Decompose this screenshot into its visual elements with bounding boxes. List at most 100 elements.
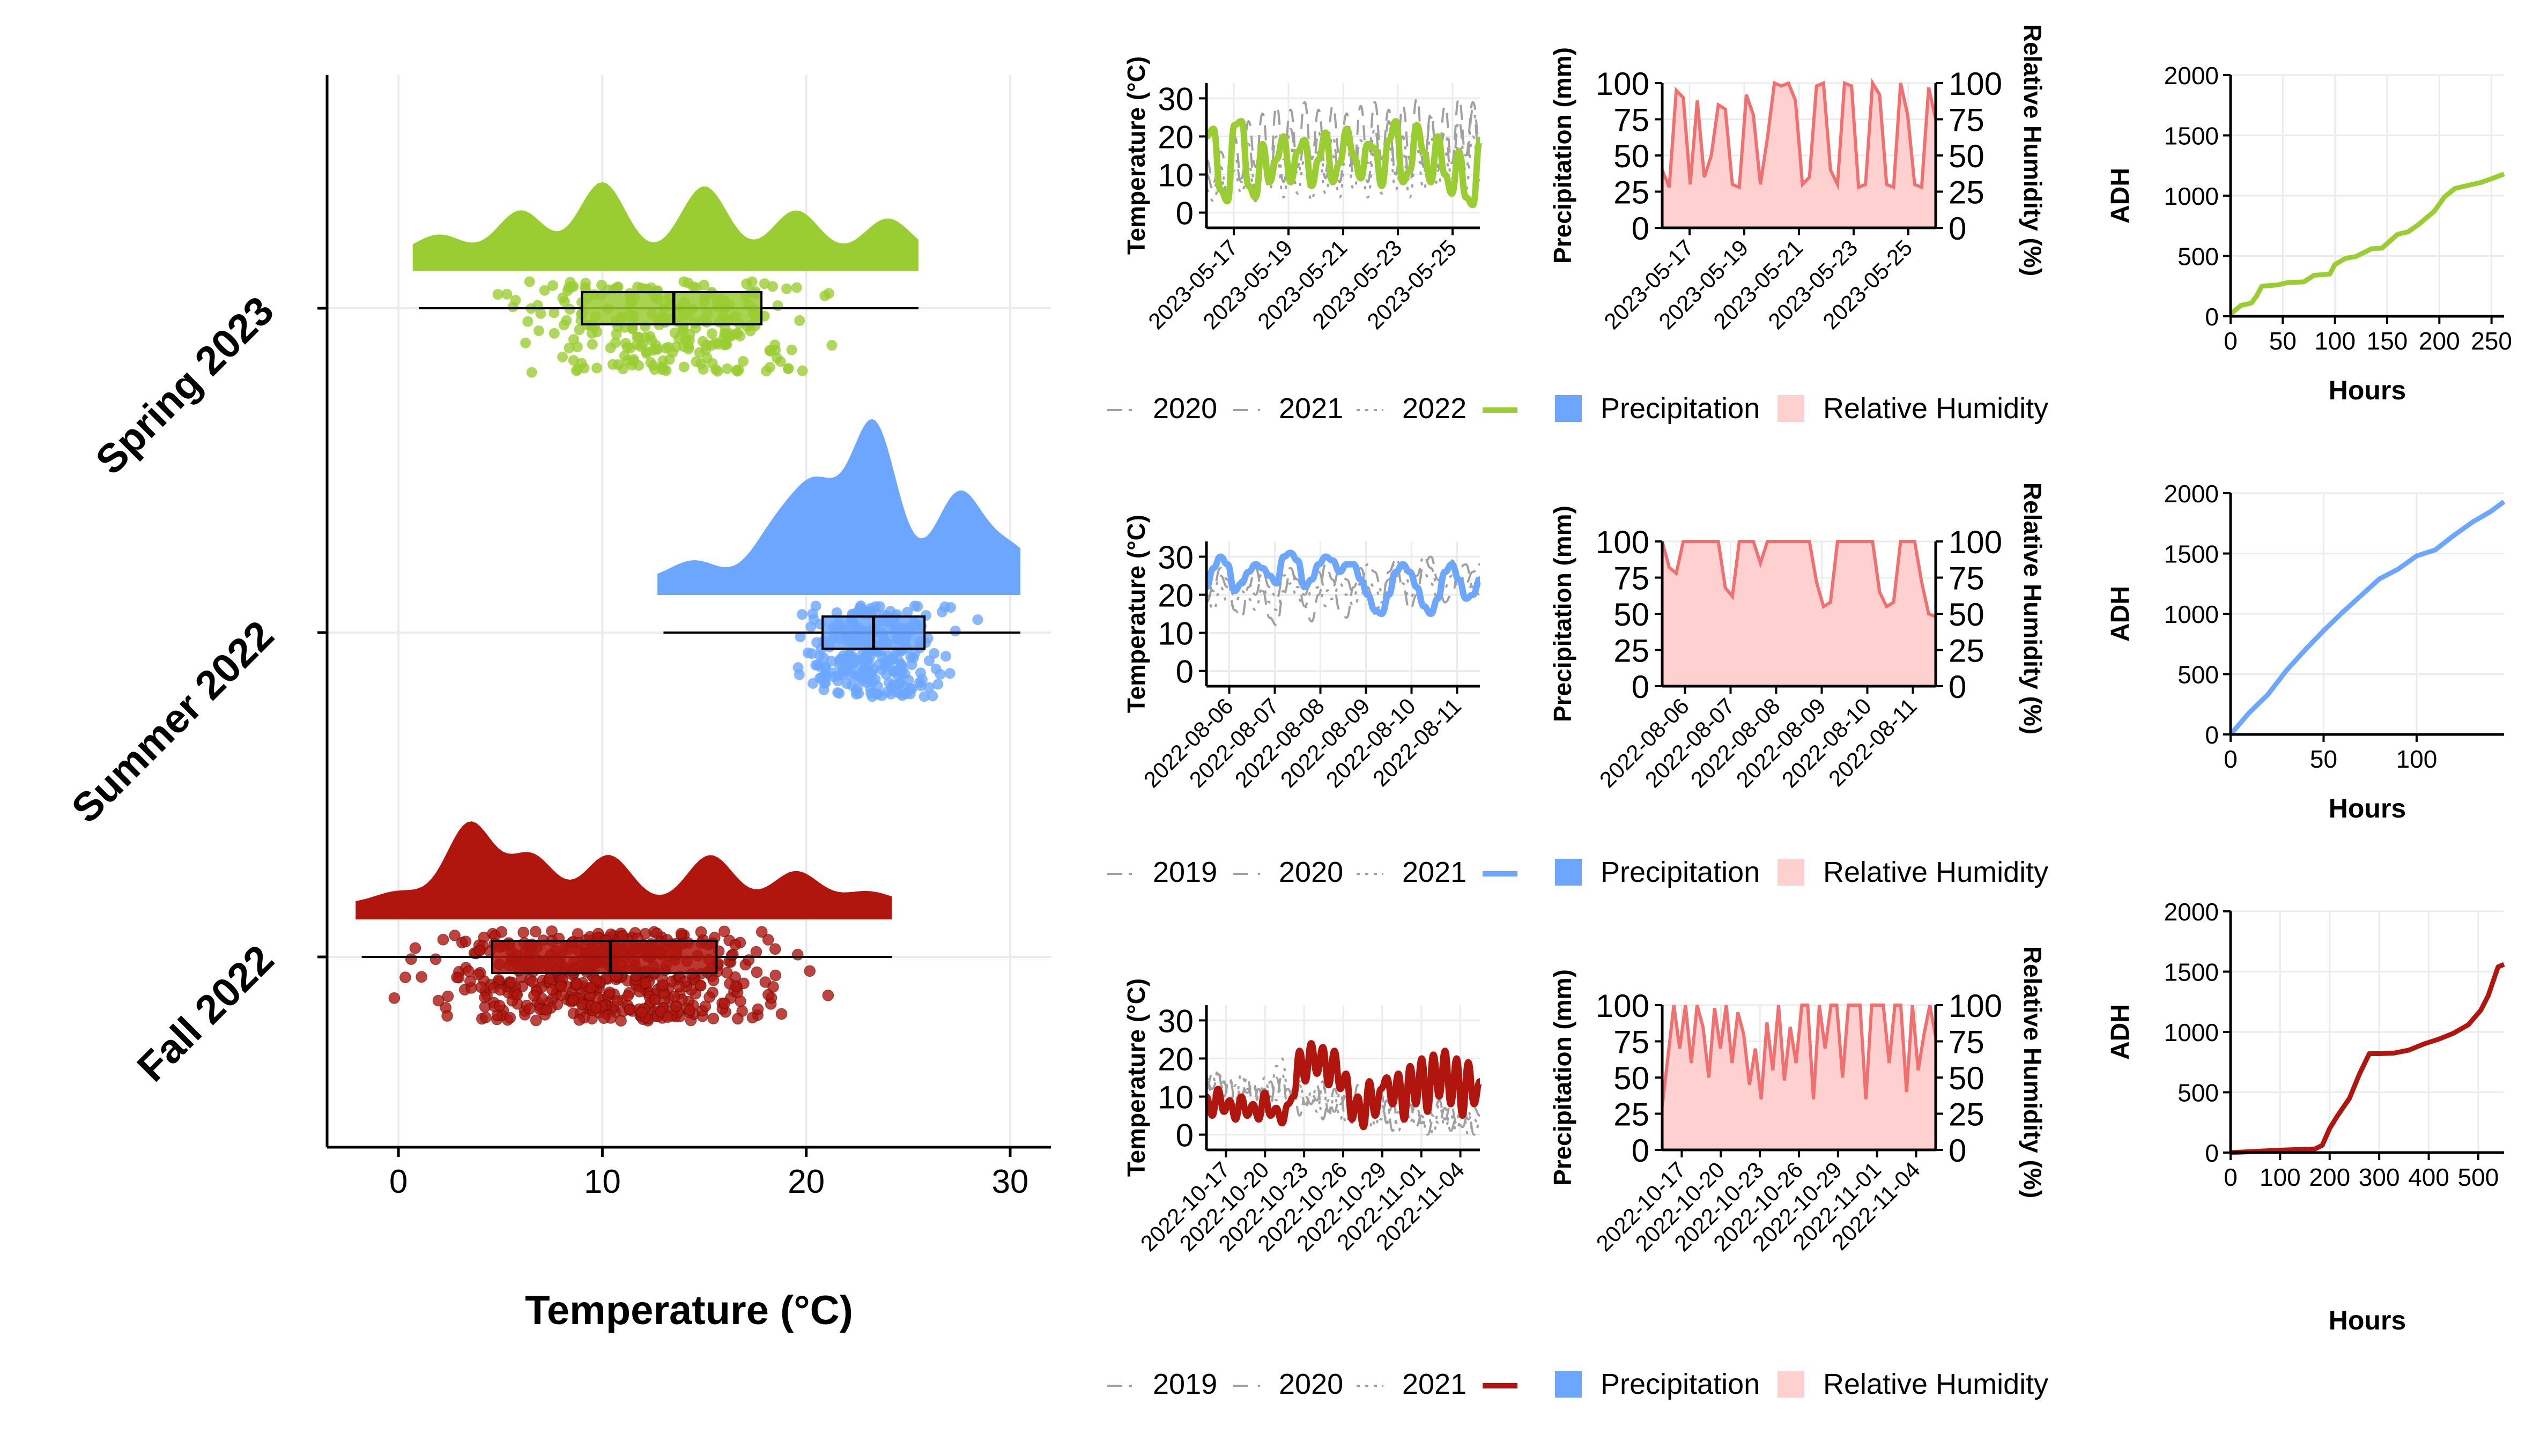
y2-tick-label: 25 [1949,633,1984,669]
data-point [927,690,938,702]
y-tick-label: 100 [1596,988,1649,1024]
data-point [591,362,603,374]
y-tick-label: 0 [2205,721,2219,749]
y-tick-label: 30 [1158,81,1194,117]
y2-tick-label: 100 [1949,66,2002,102]
data-point [940,651,952,662]
data-point [405,953,417,965]
data-point [564,343,575,354]
data-point [972,614,983,625]
y-tick-label: 500 [2178,1079,2219,1107]
data-point [761,366,772,377]
data-point [762,934,774,946]
data-point [530,1014,542,1027]
x-tick-label: 20 [788,1163,825,1200]
data-point [720,338,731,350]
y-tick-label: 0 [2205,1139,2219,1167]
data-point [511,989,523,1001]
legend-swatch [1555,395,1582,422]
data-point [442,990,454,1002]
data-point [501,288,513,300]
x-tick-label: 50 [2310,745,2337,773]
humidity-area [1662,1005,1936,1150]
x-tick-label: 400 [2408,1163,2449,1191]
data-point [668,991,680,1002]
data-point [615,1015,627,1027]
legend-label: 2021 [1279,392,1343,425]
data-point [562,285,573,296]
x-tick-label: 100 [2260,1163,2301,1191]
data-point [416,971,427,983]
data-point [617,930,628,942]
legend-label: Precipitation [1601,392,1760,425]
y-tick-label: 0 [1632,211,1649,247]
data-point [449,930,461,941]
data-point [517,926,529,939]
y2-axis-title: Relative Humidity (%) [2019,482,2047,734]
data-point [767,281,779,292]
data-point [794,315,805,326]
legend-swatch [1777,395,1804,422]
x-tick-label: 0 [2224,745,2238,773]
data-point [727,948,739,961]
adh-line [2228,500,2506,736]
x-axis-title: Hours [2329,793,2406,823]
data-point [899,668,910,679]
y-tick-label: 1500 [2164,122,2219,150]
data-point [767,981,779,993]
data-point [759,278,770,289]
data-point [547,280,559,291]
y-axis-title: Precipitation (mm) [1549,47,1576,264]
y-tick-label: 0 [1176,1118,1194,1154]
y2-tick-label: 75 [1949,102,1984,138]
legend-label: Precipitation [1601,1368,1760,1400]
data-point [710,337,722,348]
data-point [565,277,576,288]
legend-label: 2022 [1402,392,1467,425]
data-point [612,281,624,292]
y-axis-title: Temperature (°C) [1122,515,1150,713]
adh-spring-panel: 0 500 1000 1500 2000 0 50 100 150 200 250 ADH Hours [2106,62,2512,405]
data-point [729,939,742,951]
data-point [596,279,608,291]
y2-tick-label: 25 [1949,175,1984,211]
data-point [737,356,749,367]
y-tick-label: 75 [1613,102,1649,138]
y2-tick-label: 50 [1949,597,1984,633]
data-point [669,328,680,339]
y2-tick-label: 50 [1949,138,1984,174]
y-tick-label: 10 [1158,1080,1194,1116]
y-tick-label: 20 [1158,119,1194,155]
y-tick-label: 1500 [2164,540,2219,568]
data-point [634,986,646,998]
data-point [607,359,618,370]
y-tick-label: 0 [1632,669,1649,705]
temperature-spring-panel: 01020302023-05-172023-05-192023-05-21202… [1122,56,1483,334]
data-point [572,341,583,353]
data-point [937,606,948,618]
data-point [504,1012,516,1024]
data-point [526,367,537,378]
x-tick-label: 0 [2224,1163,2238,1191]
data-point [854,602,865,613]
data-point [684,335,695,346]
x-tick-label: 250 [2471,327,2512,355]
data-point [746,1012,759,1023]
data-point [533,325,544,336]
y2-axis-title: Relative Humidity (%) [2019,24,2047,276]
data-point [791,282,802,293]
data-point [567,994,579,1006]
data-point [522,316,534,327]
data-point [492,288,503,300]
data-point [520,337,531,348]
data-point [399,971,411,983]
group-label: Summer 2022 [63,612,283,832]
legend: 2019 2020 2021 Precipitation Relative Humidi… [1107,1368,2048,1400]
y-tick-label: 2000 [2164,62,2219,90]
data-point [557,351,568,362]
data-point [479,991,491,1004]
data-point [888,666,899,678]
main-series-line [1203,1040,1483,1131]
